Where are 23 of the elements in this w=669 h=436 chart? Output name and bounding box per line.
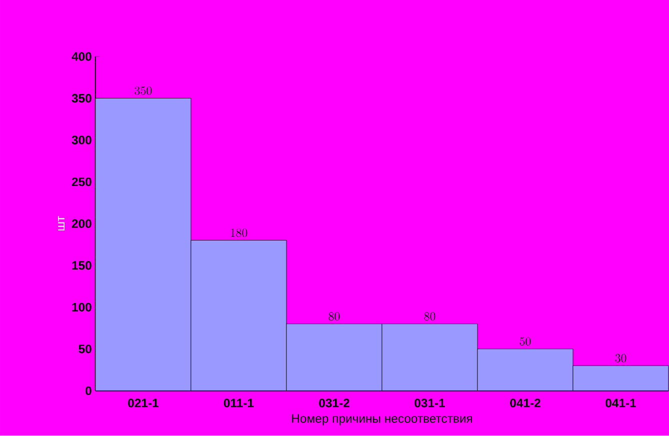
y-tick-label: 150	[72, 261, 92, 270]
data-label: 180	[230, 228, 248, 238]
data-label: 50	[520, 337, 531, 346]
data-label: 350	[134, 86, 152, 96]
y-tick-label: 50	[78, 344, 92, 354]
data-label: 80	[424, 312, 436, 321]
y-tick-label: 250	[72, 178, 92, 186]
x-tick-label: 031-1	[414, 398, 445, 408]
x-axis-title: Номер причины несоответствия	[292, 414, 472, 426]
x-tick-label: 031-2	[319, 398, 350, 408]
y-tick-label: 350	[72, 94, 92, 103]
y-tick-label: 100	[72, 303, 92, 312]
data-label: 30	[615, 354, 626, 363]
y-tick-label: 400	[72, 52, 92, 61]
x-tick-label: 011-1	[224, 398, 254, 408]
y-tick-label: 200	[72, 219, 92, 228]
y-tick-label: 300	[72, 136, 92, 145]
x-tick-label: 021-1	[128, 398, 158, 408]
data-label: 80	[328, 312, 340, 321]
y-tick-label: 0	[86, 386, 92, 396]
x-tick-label: 041-2	[510, 398, 540, 408]
y-axis-title: шт	[58, 216, 65, 231]
x-tick-label: 041-1	[606, 398, 636, 408]
